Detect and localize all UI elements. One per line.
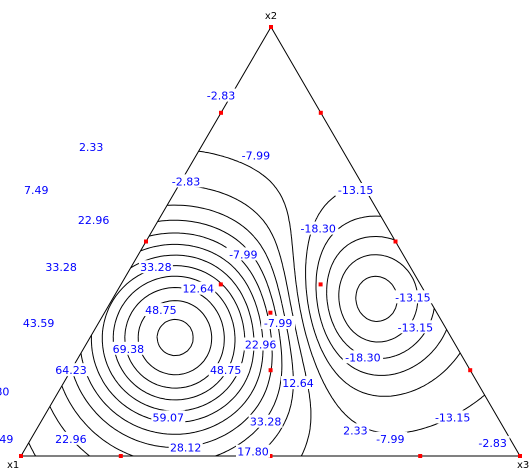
contour-label-21: 48.75 bbox=[210, 364, 242, 377]
contour-label-bg-5 bbox=[22, 183, 51, 196]
design-points bbox=[19, 25, 522, 458]
contour-label-bg-32 bbox=[236, 444, 270, 458]
contour-label-28: -7.99 bbox=[376, 433, 404, 446]
contour-label-8: -7.99 bbox=[229, 248, 257, 261]
contour-label-bg-6 bbox=[298, 221, 339, 235]
contour-label-bg-8 bbox=[226, 247, 261, 261]
contour-line-11 bbox=[80, 243, 264, 435]
contour-label-29: 7.49 bbox=[0, 433, 13, 446]
contour-label-bg-14 bbox=[261, 316, 296, 329]
design-point-0 bbox=[19, 454, 23, 458]
contour-line-14 bbox=[112, 275, 236, 401]
contour-label-33: -2.83 bbox=[478, 437, 506, 450]
contour-label-bg-12 bbox=[181, 281, 216, 295]
contour-label-bg-23 bbox=[0, 384, 11, 398]
contour-label-25: 59.07 bbox=[153, 411, 185, 424]
contour-label-bg-0 bbox=[204, 88, 238, 102]
contour-label-2: 2.33 bbox=[79, 141, 104, 154]
contour-line-4 bbox=[315, 215, 448, 376]
contour-label-17: 22.96 bbox=[245, 339, 277, 352]
contour-label-bg-3 bbox=[169, 174, 203, 188]
contour-label-1: -7.99 bbox=[242, 150, 270, 163]
vertex-label-x2: x2 bbox=[265, 11, 277, 22]
contour-label-bg-25 bbox=[151, 410, 186, 424]
contour-label-bg-4 bbox=[335, 183, 376, 196]
contour-label-bg-24 bbox=[432, 410, 473, 424]
design-point-10 bbox=[118, 454, 123, 458]
contour-line-7 bbox=[28, 184, 312, 457]
design-point-4 bbox=[268, 454, 273, 458]
design-point-12 bbox=[268, 310, 273, 315]
contour-label-15: 48.75 bbox=[145, 304, 177, 317]
design-point-2 bbox=[518, 454, 522, 458]
contour-line-17 bbox=[156, 318, 194, 357]
vertex-label-x3: x3 bbox=[517, 460, 529, 471]
design-point-3 bbox=[144, 239, 148, 244]
contour-label-5: 7.49 bbox=[24, 184, 49, 197]
contour-label-bg-18 bbox=[111, 341, 146, 355]
contour-label-bg-27 bbox=[341, 423, 370, 437]
contour-label-26: 33.28 bbox=[250, 416, 282, 429]
design-point-14 bbox=[268, 368, 273, 373]
contour-label-22: 12.64 bbox=[282, 377, 314, 390]
contour-label-bg-33 bbox=[475, 436, 510, 450]
design-point-11 bbox=[418, 454, 423, 458]
contour-label-6: -18.30 bbox=[300, 223, 335, 236]
design-point-8 bbox=[318, 110, 323, 115]
contour-label-bg-15 bbox=[143, 303, 178, 317]
contour-label-4: -13.15 bbox=[338, 184, 373, 197]
contour-label-30: 22.96 bbox=[55, 433, 87, 446]
contour-label-13: 43.59 bbox=[23, 317, 55, 330]
contour-label-bg-11 bbox=[392, 290, 434, 304]
contour-label-bg-26 bbox=[248, 414, 283, 428]
design-point-5 bbox=[393, 239, 398, 244]
contour-label-bg-9 bbox=[44, 260, 79, 274]
contour-label-bg-19 bbox=[342, 350, 384, 364]
contour-label-14: -7.99 bbox=[264, 317, 292, 330]
contour-label-bg-21 bbox=[208, 363, 243, 377]
contour-labels: -2.83 -7.99 2.33 -2.83 -13.15 7.49 -18.30 22.96… bbox=[0, 88, 510, 459]
contour-label-32: 17.80 bbox=[237, 446, 269, 459]
design-point-13 bbox=[318, 282, 323, 287]
contour-line-12 bbox=[90, 254, 255, 423]
contour-label-bg-16 bbox=[395, 320, 436, 334]
contour-label-27: 2.33 bbox=[343, 424, 368, 437]
contour-label-24: -13.15 bbox=[435, 411, 470, 424]
contour-label-bg-30 bbox=[53, 431, 88, 445]
vertex-label-x1: x1 bbox=[7, 460, 19, 471]
contour-label-7: 22.96 bbox=[78, 214, 110, 227]
contour-label-23: 17.80 bbox=[0, 386, 9, 399]
contour-label-18: 69.38 bbox=[113, 343, 145, 356]
contour-label-11: -13.15 bbox=[395, 291, 430, 304]
contour-label-bg-20 bbox=[54, 363, 88, 377]
design-point-9 bbox=[468, 368, 473, 373]
contour-label-31: 28.12 bbox=[170, 441, 202, 454]
contour-label-bg-2 bbox=[77, 140, 105, 154]
contour-label-3: -2.83 bbox=[172, 175, 200, 188]
contour-label-bg-7 bbox=[76, 213, 111, 226]
contour-line-5 bbox=[305, 184, 461, 397]
contour-label-bg-10 bbox=[138, 260, 173, 274]
contour-label-10: 33.28 bbox=[140, 261, 172, 274]
contour-label-bg-29 bbox=[0, 431, 15, 445]
contour-label-0: -2.83 bbox=[207, 90, 235, 103]
design-point-6 bbox=[219, 110, 223, 115]
contour-label-9: 33.28 bbox=[45, 261, 77, 274]
contour-label-bg-13 bbox=[21, 316, 56, 329]
contour-line-1 bbox=[355, 275, 398, 322]
contour-label-bg-22 bbox=[281, 376, 315, 390]
contour-label-16: -13.15 bbox=[398, 321, 433, 334]
contour-label-12: 12.64 bbox=[183, 283, 215, 296]
contour-label-bg-1 bbox=[238, 148, 273, 162]
contour-label-bg-28 bbox=[373, 431, 408, 445]
design-point-1 bbox=[269, 25, 273, 29]
contour-label-20: 64.23 bbox=[55, 364, 87, 377]
contour-label-19: -18.30 bbox=[345, 351, 380, 364]
contour-label-bg-31 bbox=[168, 440, 203, 454]
contour-label-bg-17 bbox=[243, 337, 278, 351]
design-point-15 bbox=[218, 282, 223, 287]
